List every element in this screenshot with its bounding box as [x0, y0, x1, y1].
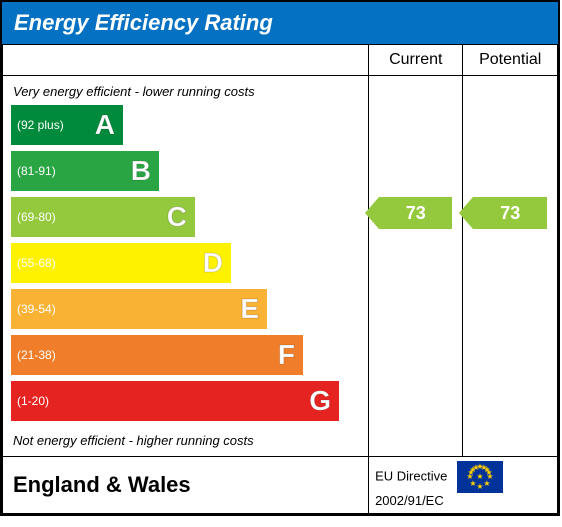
current-column: 73 [369, 76, 463, 457]
band-b: (81-91) B [11, 151, 159, 191]
band-c: (69-80) C [11, 197, 195, 237]
band-letter-c: C [167, 201, 187, 233]
band-range-a: (92 plus) [17, 118, 64, 132]
band-e: (39-54) E [11, 289, 267, 329]
band-range-e: (39-54) [17, 302, 56, 316]
eu-flag-icon [457, 461, 503, 493]
current-arrow: 73 [379, 197, 452, 229]
band-d: (55-68) D [11, 243, 231, 283]
band-range-d: (55-68) [17, 256, 56, 270]
band-letter-a: A [95, 109, 115, 141]
potential-value: 73 [500, 203, 520, 224]
band-letter-g: G [309, 385, 331, 417]
band-bar-c: (69-80) C [11, 197, 195, 237]
top-note: Very energy efficient - lower running co… [13, 84, 360, 99]
band-bar-g: (1-20) G [11, 381, 339, 421]
header-row: Current Potential [3, 45, 558, 76]
band-range-c: (69-80) [17, 210, 56, 224]
header-current: Current [369, 45, 463, 76]
footer-row: England & Wales EU Directive 2002/91/EC [3, 457, 558, 514]
band-a: (92 plus) A [11, 105, 123, 145]
band-bar-d: (55-68) D [11, 243, 231, 283]
chart-title: Energy Efficiency Rating [2, 2, 558, 44]
bands-row: Very energy efficient - lower running co… [3, 76, 558, 457]
band-bar-e: (39-54) E [11, 289, 267, 329]
band-letter-f: F [278, 339, 295, 371]
footer-directive-line2: 2002/91/EC [375, 493, 444, 508]
band-bar-a: (92 plus) A [11, 105, 123, 145]
epc-grid: Current Potential Very energy efficient … [2, 44, 558, 514]
footer-directive-line1: EU Directive [375, 468, 447, 483]
potential-arrow: 73 [473, 197, 547, 229]
header-potential: Potential [463, 45, 558, 76]
band-range-f: (21-38) [17, 348, 56, 362]
bands-cell: Very energy efficient - lower running co… [3, 76, 369, 457]
footer-region: England & Wales [3, 457, 369, 514]
current-value: 73 [406, 203, 426, 224]
potential-column: 73 [463, 76, 558, 457]
bands-area: (92 plus) A (81-91) B (69-80) C (55-68) D (39-54… [11, 105, 360, 427]
band-letter-b: B [131, 155, 151, 187]
header-blank [3, 45, 369, 76]
epc-chart: Energy Efficiency Rating Current Potenti… [0, 0, 560, 516]
bottom-note: Not energy efficient - higher running co… [13, 433, 360, 448]
band-g: (1-20) G [11, 381, 339, 421]
band-bar-b: (81-91) B [11, 151, 159, 191]
band-f: (21-38) F [11, 335, 303, 375]
footer-directive: EU Directive 2002/91/EC [369, 457, 558, 514]
band-letter-e: E [240, 293, 259, 325]
band-letter-d: D [203, 247, 223, 279]
band-bar-f: (21-38) F [11, 335, 303, 375]
band-range-b: (81-91) [17, 164, 56, 178]
band-range-g: (1-20) [17, 394, 49, 408]
